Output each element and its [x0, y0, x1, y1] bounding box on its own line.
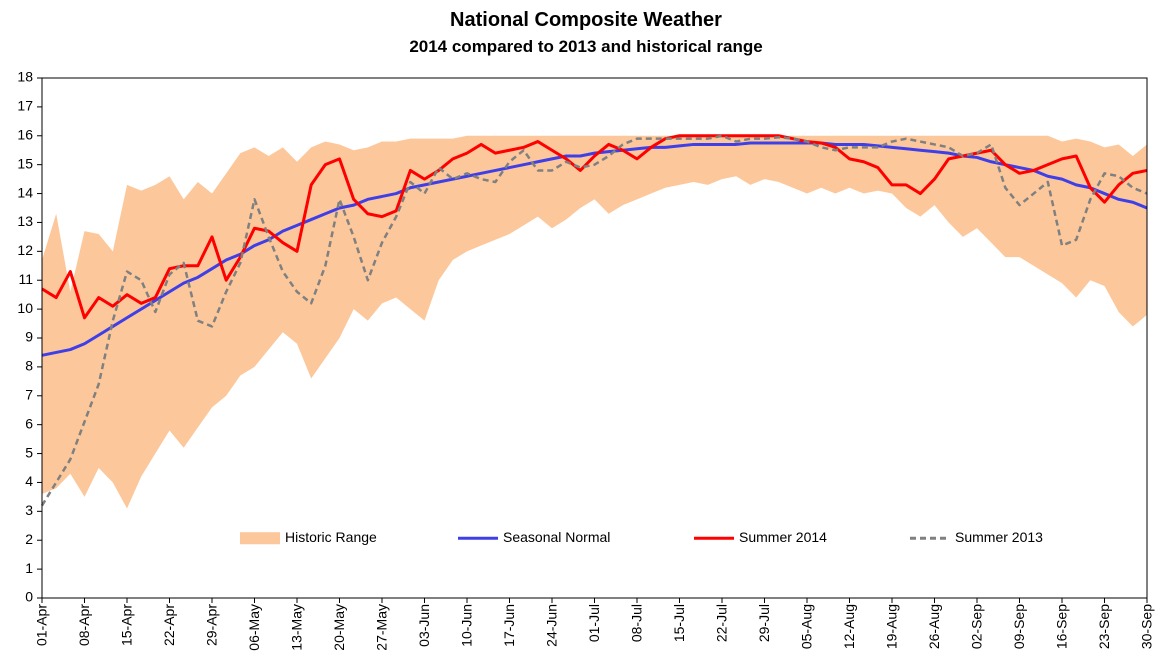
- x-tick-label: 30-Sep: [1139, 604, 1155, 649]
- x-tick-label: 22-Apr: [161, 604, 177, 646]
- y-tick-label: 6: [25, 415, 33, 431]
- x-tick-label: 15-Apr: [119, 604, 135, 646]
- series-line: [40, 134, 1148, 507]
- historic-range-band: [42, 135, 1147, 509]
- x-tick-label: 19-Aug: [884, 604, 900, 649]
- x-tick-label: 01-Jul: [586, 604, 602, 642]
- y-tick-label: 18: [17, 69, 33, 85]
- chart-subtitle: 2014 compared to 2013 and historical ran…: [409, 37, 762, 56]
- y-tick-label: 16: [17, 126, 33, 142]
- x-tick-label: 02-Sep: [969, 604, 985, 649]
- y-tick-label: 11: [18, 271, 33, 287]
- x-tick-label: 29-Apr: [204, 604, 220, 646]
- y-tick-label: 2: [25, 531, 33, 547]
- y-tick-label: 7: [25, 386, 33, 402]
- x-tick-label: 12-Aug: [841, 604, 857, 649]
- x-tick-label: 29-Jul: [756, 604, 772, 642]
- y-tick-label: 3: [25, 502, 33, 518]
- y-tick-label: 17: [17, 98, 33, 114]
- y-tick-label: 0: [25, 589, 33, 605]
- legend-label: Historic Range: [285, 529, 377, 545]
- y-tick-label: 9: [25, 329, 33, 345]
- y-tick-label: 5: [25, 444, 33, 460]
- x-tick-label: 03-Jun: [416, 604, 432, 647]
- x-tick-label: 23-Sep: [1096, 604, 1112, 649]
- y-tick-label: 1: [25, 560, 33, 576]
- x-tick-label: 05-Aug: [799, 604, 815, 649]
- y-tick-label: 13: [17, 213, 33, 229]
- legend-label: Seasonal Normal: [503, 529, 610, 545]
- x-tick-label: 20-May: [331, 604, 347, 651]
- y-tick-label: 14: [17, 184, 33, 200]
- x-tick-label: 09-Sep: [1011, 604, 1027, 649]
- x-tick-label: 17-Jun: [501, 604, 517, 647]
- y-tick-label: 4: [25, 473, 33, 489]
- x-tick-label: 06-May: [246, 604, 262, 651]
- x-tick-label: 01-Apr: [34, 604, 50, 646]
- x-tick-label: 24-Jun: [544, 604, 560, 647]
- x-tick-label: 08-Jul: [629, 604, 645, 642]
- legend-label: Summer 2013: [955, 529, 1043, 545]
- y-tick-label: 8: [25, 358, 33, 374]
- x-tick-label: 26-Aug: [926, 604, 942, 649]
- x-tick-label: 08-Apr: [76, 604, 92, 646]
- x-tick-label: 15-Jul: [671, 604, 687, 642]
- legend-swatch: [240, 532, 280, 545]
- legend-label: Summer 2014: [739, 529, 827, 545]
- y-tick-label: 12: [17, 242, 33, 258]
- x-tick-label: 10-Jun: [459, 604, 475, 647]
- y-tick-label: 10: [17, 300, 33, 316]
- y-tick-label: 15: [17, 155, 33, 171]
- chart-title: National Composite Weather: [450, 9, 722, 31]
- x-tick-label: 27-May: [374, 604, 390, 651]
- x-tick-label: 16-Sep: [1054, 604, 1070, 649]
- x-tick-label: 13-May: [289, 604, 305, 651]
- x-tick-label: 22-Jul: [714, 604, 730, 642]
